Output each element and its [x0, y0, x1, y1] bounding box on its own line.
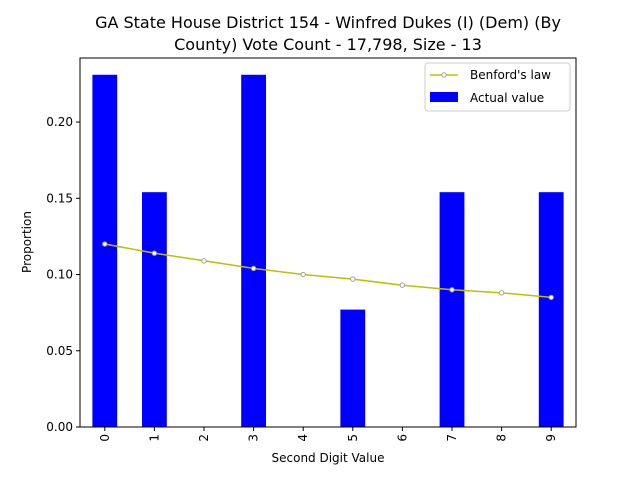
x-axis: 0 1 2 3 4 5 6 7 8 9: [98, 427, 558, 442]
x-tick-label: 1: [147, 434, 161, 442]
legend-benford-marker: [441, 72, 447, 78]
chart-title: GA State House District 154 - Winfred Du…: [95, 13, 561, 54]
bar-5: [340, 309, 366, 427]
x-tick-label: 4: [296, 434, 310, 442]
plot-frame: [79, 57, 577, 428]
legend: Benford's law Actual value: [424, 62, 571, 112]
x-tick-label: 0: [98, 434, 112, 442]
legend-benford-label: Benford's law: [470, 68, 551, 82]
x-tick-label: 3: [247, 434, 261, 442]
x-tick-label: 9: [544, 434, 558, 442]
benford-point-9: [548, 294, 554, 301]
benford-point-0: [102, 241, 108, 247]
chart-title-line-1: GA State House District 154 - Winfred Du…: [95, 13, 561, 32]
x-tick-label: 6: [395, 434, 409, 442]
benford-point-7: [449, 287, 455, 293]
benford-line-series: [102, 241, 554, 301]
x-axis-label: Second Digit Value: [272, 451, 385, 465]
benford-point-4: [300, 271, 306, 278]
bar-0: [92, 74, 118, 427]
benford-point-8: [498, 290, 505, 296]
bar-series: [92, 74, 564, 427]
benford-point-5: [350, 276, 356, 282]
y-tick-label: 0.00: [46, 420, 73, 434]
benford-point-2: [201, 258, 207, 264]
y-axis: 0.00 0.05 0.10 0.15 0.20: [46, 115, 80, 434]
benford-point-1: [151, 250, 158, 256]
legend-actual-label: Actual value: [470, 91, 544, 105]
legend-actual-swatch: [430, 92, 458, 102]
bar-1: [142, 192, 167, 427]
x-tick-label: 5: [346, 434, 360, 442]
y-tick-label: 0.20: [46, 115, 73, 129]
y-tick-label: 0.05: [46, 344, 73, 358]
benford-line: [104, 243, 552, 299]
chart-title-line-2: County) Vote Count - 17,798, Size - 13: [174, 35, 482, 54]
bar-9: [538, 192, 564, 427]
legend-frame: [424, 62, 571, 112]
benford-point-3: [250, 265, 257, 272]
benford-point-6: [399, 282, 406, 288]
bar-3: [241, 74, 266, 427]
y-tick-label: 0.15: [46, 191, 73, 205]
y-tick-label: 0.10: [46, 268, 73, 282]
x-tick-label: 2: [197, 434, 211, 442]
x-tick-label: 7: [445, 434, 459, 442]
x-tick-label: 8: [495, 434, 509, 442]
bar-7: [439, 192, 465, 427]
y-axis-label: Proportion: [20, 211, 34, 273]
